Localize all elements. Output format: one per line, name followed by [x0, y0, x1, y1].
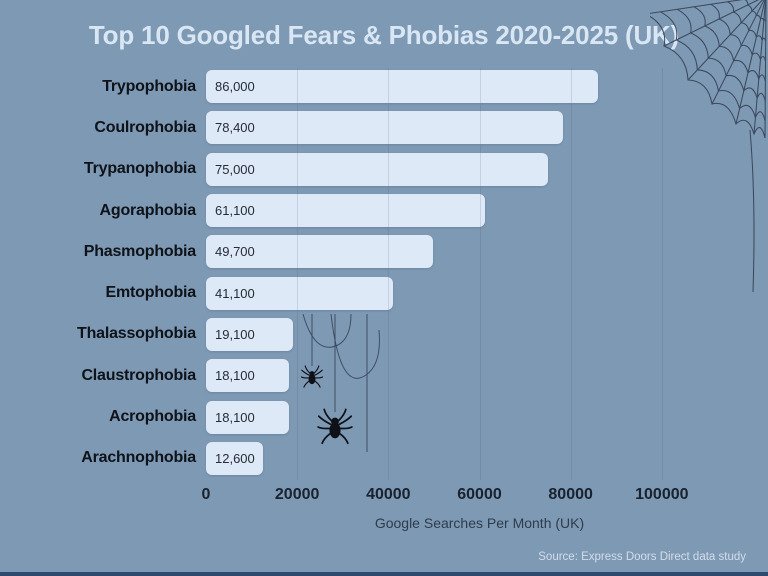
category-label: Trypophobia: [102, 77, 196, 95]
bar-track: 86,000: [206, 70, 753, 104]
bar-value-label: 18,100: [215, 409, 255, 425]
bar: 78,400: [206, 111, 564, 145]
x-tick-label: 60000: [457, 486, 502, 503]
category-label: Thalassophobia: [77, 325, 196, 343]
bar: 12,600: [206, 441, 264, 475]
bar-value-label: 19,100: [215, 326, 255, 342]
category-label: Emtophobia: [105, 284, 197, 302]
bar-track: 41,100: [206, 276, 753, 310]
bar-row: Emtophobia 41,100: [0, 272, 753, 313]
bar-value-label: 78,400: [215, 120, 255, 136]
bar-value-label: 12,600: [215, 450, 255, 466]
source-credit: Source: Express Doors Direct data study: [538, 551, 746, 563]
bar-track: 49,700: [206, 235, 753, 269]
bar-value-label: 41,100: [215, 285, 255, 301]
bar-row: Trypanophobia 75,000: [0, 149, 753, 190]
bar-row: Trypophobia 86,000: [0, 66, 753, 107]
x-tick-label: 20000: [274, 486, 320, 503]
category-label: Trypanophobia: [83, 160, 196, 178]
bar: 61,100: [206, 194, 485, 228]
x-axis: 0 20000 40000 60000 80000 100000: [202, 486, 753, 506]
bar-value-label: 61,100: [215, 203, 255, 219]
bar-value-label: 49,700: [215, 244, 255, 260]
bar: 75,000: [206, 152, 548, 186]
bar-row: Claustrophobia 18,100: [0, 355, 753, 396]
bar-track: 78,400: [206, 111, 753, 145]
x-tick-label: 0: [201, 486, 211, 503]
bar-row: Acrophobia 18,100: [0, 396, 753, 437]
category-label: Coulrophobia: [94, 118, 196, 136]
bar-track: 19,100: [206, 317, 753, 351]
x-tick-label: 100000: [635, 486, 689, 503]
x-tick-label: 80000: [548, 486, 593, 503]
bar: 86,000: [206, 70, 599, 104]
category-label: Phasmophobia: [83, 242, 196, 260]
bar: 49,700: [206, 235, 433, 269]
category-label: Arachnophobia: [81, 449, 196, 467]
bar-row: Phasmophobia 49,700: [0, 231, 753, 272]
bar-rows: Trypophobia 86,000 Coulrophobia 78,400 T…: [0, 66, 753, 479]
x-tick-label: 40000: [366, 486, 411, 503]
bar-value-label: 18,100: [215, 368, 255, 384]
bar-track: 12,600: [206, 441, 753, 475]
bottom-accent-strip: [0, 572, 768, 576]
bar-value-label: 86,000: [215, 79, 255, 95]
category-label: Acrophobia: [109, 408, 196, 426]
bar-track: 75,000: [206, 152, 753, 186]
bar-track: 18,100: [206, 359, 753, 393]
bar: 18,100: [206, 400, 289, 434]
bar-track: 18,100: [206, 400, 753, 434]
bar-track: 61,100: [206, 194, 753, 228]
category-label: Claustrophobia: [81, 366, 196, 384]
bar-row: Arachnophobia 12,600: [0, 438, 753, 479]
bar-value-label: 75,000: [215, 161, 255, 177]
bar-row: Agoraphobia 61,100: [0, 190, 753, 231]
bar: 41,100: [206, 276, 394, 310]
bar: 19,100: [206, 317, 294, 351]
bar-row: Thalassophobia 19,100: [0, 314, 753, 355]
chart-title: Top 10 Googled Fears & Phobias 2020-2025…: [88, 20, 680, 50]
x-axis-title: Google Searches Per Month (UK): [374, 515, 585, 531]
bar: 18,100: [206, 359, 289, 393]
category-label: Agoraphobia: [99, 201, 197, 219]
bar-row: Coulrophobia 78,400: [0, 107, 753, 148]
